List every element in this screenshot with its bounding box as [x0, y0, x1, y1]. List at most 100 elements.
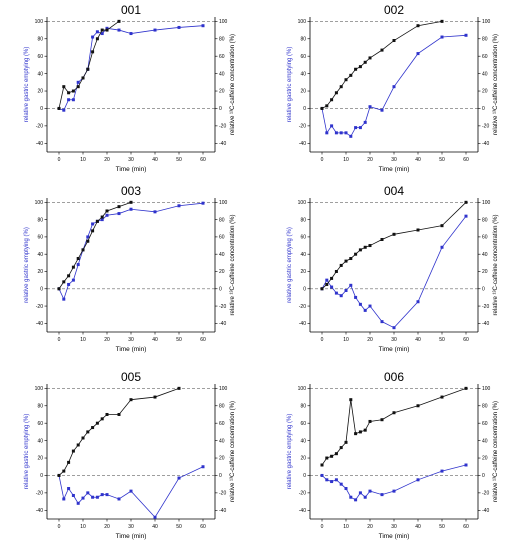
series-line-emptying	[321, 464, 467, 501]
x-tick-label: 10	[343, 524, 349, 530]
left-tick-label: 20	[37, 89, 43, 95]
data-point-emptying	[349, 283, 353, 287]
data-point-caffeine	[57, 287, 61, 291]
data-point-caffeine	[117, 412, 121, 416]
data-point-caffeine	[334, 91, 338, 95]
data-point-caffeine	[368, 56, 372, 60]
series-line-caffeine	[321, 387, 467, 466]
left-tick-label: 0	[303, 473, 306, 479]
chart-panel-005: 005 -40 -40 -20 -20 0 0 20 20 40 40 60 60 80 80 100 100 0…	[24, 370, 236, 540]
left-tick-label: -20	[36, 304, 43, 310]
left-tick-label: 0	[40, 473, 43, 479]
y-axis-label-right: relative ¹³C-caffeine concentration (%)	[493, 34, 499, 135]
series-line-caffeine	[58, 387, 180, 476]
data-point-caffeine	[95, 37, 99, 41]
data-point-emptying	[358, 491, 362, 495]
data-point-emptying	[67, 282, 71, 286]
data-point-emptying	[354, 126, 358, 130]
left-tick-label: 60	[37, 421, 43, 427]
data-point-caffeine	[334, 452, 338, 456]
right-tick-label: 20	[219, 456, 225, 462]
x-tick-label: 10	[343, 157, 349, 163]
y-axis-label-left: relative gastric emptying (%)	[24, 227, 30, 303]
series-line-emptying	[58, 466, 204, 518]
right-tick-label: -20	[482, 491, 489, 497]
data-point-caffeine	[416, 404, 420, 408]
data-point-caffeine	[392, 232, 396, 236]
data-point-emptying	[334, 131, 338, 135]
x-tick-label: 20	[367, 524, 373, 530]
data-point-caffeine	[392, 411, 396, 415]
x-tick-label: 50	[176, 337, 182, 343]
left-tick-label: 0	[303, 286, 306, 292]
data-point-emptying	[440, 245, 444, 249]
left-tick-label: 20	[37, 456, 43, 462]
data-point-caffeine	[325, 104, 329, 108]
right-tick-label: 0	[482, 286, 485, 292]
x-tick-label: 40	[152, 157, 158, 163]
data-point-caffeine	[334, 269, 338, 273]
data-point-emptying	[320, 473, 324, 477]
right-tick-label: -20	[482, 124, 489, 130]
y-axis-label-left: relative gastric emptying (%)	[24, 47, 30, 123]
data-point-emptying	[67, 98, 71, 102]
data-point-caffeine	[62, 469, 66, 473]
data-point-emptying	[325, 478, 329, 482]
data-point-emptying	[76, 501, 80, 505]
right-tick-label: 40	[482, 71, 488, 77]
data-point-emptying	[354, 295, 358, 299]
x-tick-label: 10	[80, 524, 86, 530]
data-point-caffeine	[57, 106, 61, 110]
data-point-emptying	[71, 98, 75, 102]
right-tick-label: -40	[482, 508, 489, 514]
data-point-emptying	[117, 497, 121, 501]
x-tick-label: 10	[343, 337, 349, 343]
right-tick-label: -20	[482, 304, 489, 310]
data-point-caffeine	[71, 265, 75, 269]
x-tick-label: 40	[415, 157, 421, 163]
x-tick-label: 30	[128, 524, 134, 530]
data-point-caffeine	[464, 386, 468, 390]
y-axis-label-right: relative ¹³C-caffeine concentration (%)	[230, 34, 236, 135]
left-tick-label: 100	[35, 200, 44, 206]
left-tick-label: 80	[37, 36, 43, 42]
right-tick-label: 20	[219, 89, 225, 95]
data-point-emptying	[117, 212, 121, 216]
x-tick-label: 50	[439, 157, 445, 163]
data-point-caffeine	[81, 76, 85, 80]
data-point-caffeine	[380, 237, 384, 241]
right-tick-label: -40	[219, 508, 226, 514]
data-point-emptying	[344, 487, 348, 491]
left-tick-label: -40	[299, 508, 306, 514]
data-point-caffeine	[416, 24, 420, 28]
chart-title: 005	[121, 370, 141, 384]
left-tick-label: 40	[300, 71, 306, 77]
data-point-caffeine	[86, 239, 90, 243]
data-point-caffeine	[100, 417, 104, 421]
left-tick-label: 100	[298, 19, 307, 25]
series-line-emptying	[58, 202, 204, 301]
x-tick-label: 10	[80, 337, 86, 343]
data-point-caffeine	[71, 449, 75, 453]
series-line-caffeine	[321, 202, 467, 290]
chart-title: 006	[384, 370, 404, 384]
data-point-emptying	[95, 30, 99, 34]
data-point-emptying	[129, 207, 133, 211]
x-tick-label: 50	[176, 157, 182, 163]
x-tick-label: 60	[463, 337, 469, 343]
data-point-caffeine	[344, 259, 348, 263]
right-tick-label: 0	[219, 106, 222, 112]
data-point-caffeine	[129, 398, 133, 402]
data-point-caffeine	[100, 215, 104, 219]
left-tick-label: 60	[37, 54, 43, 60]
left-tick-label: 60	[300, 54, 306, 60]
series-line-emptying	[321, 215, 467, 329]
x-tick-label: 40	[152, 337, 158, 343]
data-point-emptying	[153, 515, 157, 519]
data-point-caffeine	[86, 430, 90, 434]
right-tick-label: 100	[219, 200, 228, 206]
left-tick-label: 0	[40, 286, 43, 292]
data-point-emptying	[334, 291, 338, 295]
left-tick-label: -20	[36, 124, 43, 130]
data-point-caffeine	[440, 224, 444, 228]
